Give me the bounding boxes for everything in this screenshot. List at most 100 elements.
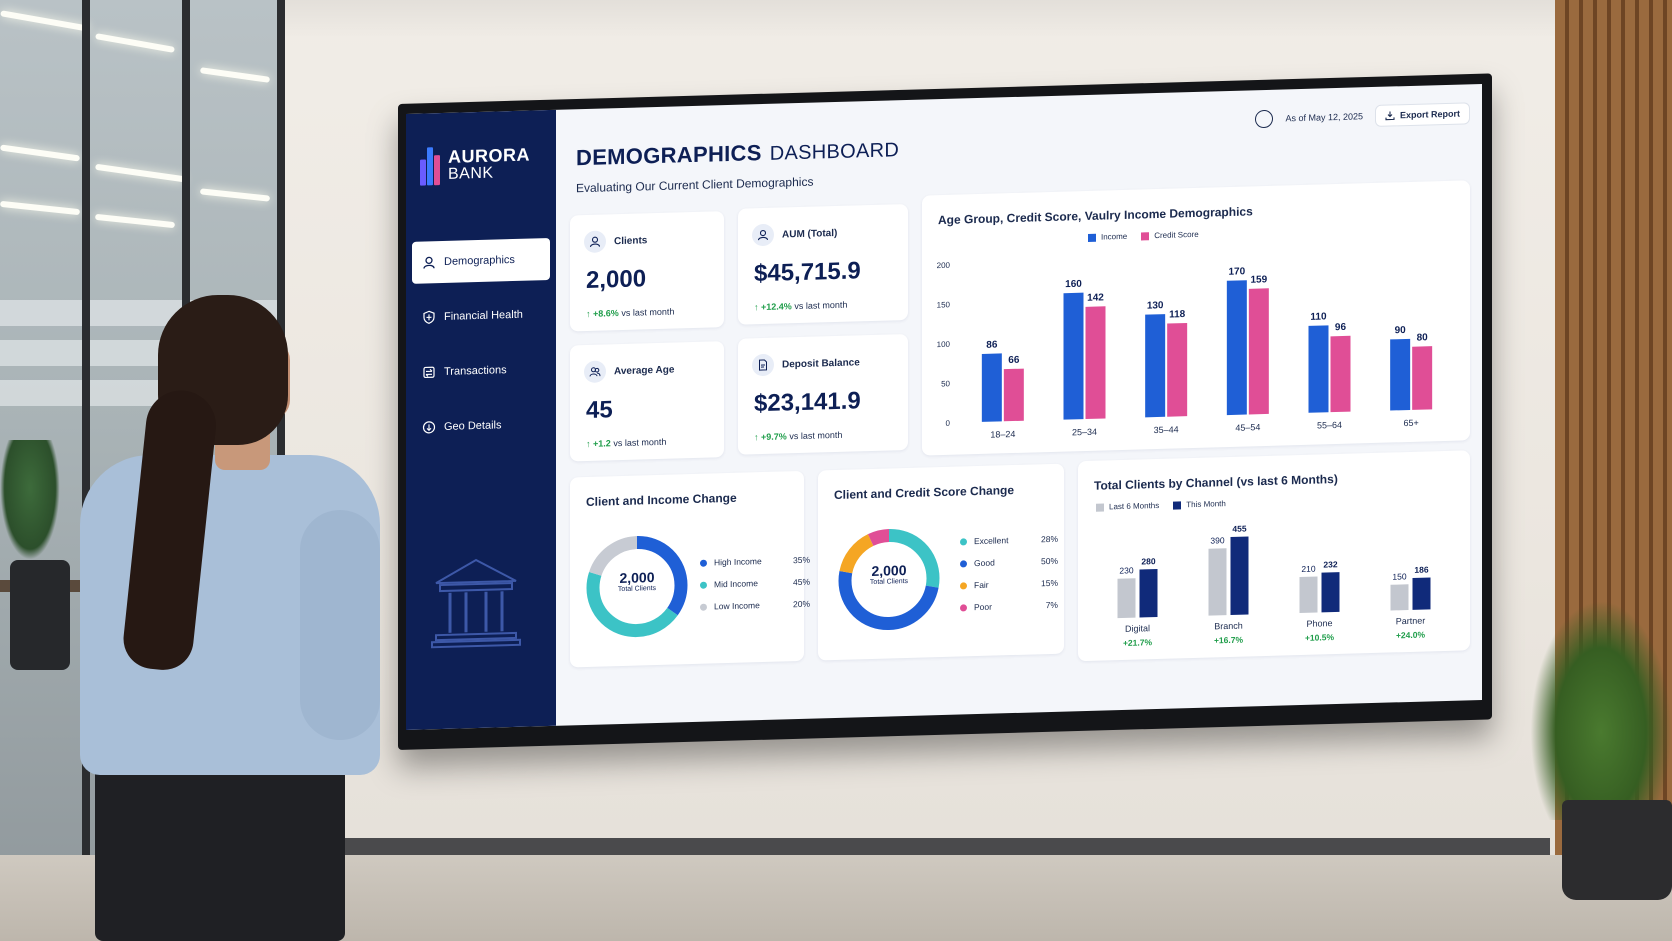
data-label: 80	[1417, 332, 1429, 343]
kpi-label: Deposit Balance	[782, 356, 860, 370]
legend-dot	[960, 603, 967, 612]
kpi-card-clients[interactable]: Clients 2,000 ↑ +8.6% vs last month	[570, 211, 724, 332]
data-label: 232	[1323, 559, 1337, 569]
brand: AURORA BANK	[420, 145, 530, 186]
export-report-label: Export Report	[1399, 108, 1460, 121]
sidebar-nav: Demographics Financial Health Transactio…	[412, 237, 550, 462]
x-tick-label: 18–24	[990, 429, 1015, 440]
data-label: 118	[1169, 309, 1186, 320]
donut-center: 2,000 Total Clients	[834, 561, 944, 587]
user-icon	[584, 230, 606, 254]
bar-income	[1145, 314, 1166, 418]
x-tick-label: 45–54	[1235, 422, 1260, 433]
potted-plant	[1530, 600, 1672, 820]
bar-income	[1390, 338, 1411, 411]
y-tick-label: 0	[946, 419, 951, 428]
kpi-label: Clients	[614, 234, 648, 247]
bar-credit-score	[1003, 368, 1024, 422]
bar-income	[1063, 292, 1084, 420]
download-icon	[1385, 111, 1395, 121]
data-label: 170	[1228, 266, 1245, 277]
legend-label: Fair	[974, 579, 989, 591]
legend-item-good: Good 50%	[960, 550, 1058, 575]
page-title-light: DASHBOARD	[769, 139, 900, 165]
kpi-change: ↑ +1.2 vs last month	[586, 437, 666, 449]
legend-item-mid-income: Mid Income 45%	[700, 571, 810, 596]
legend-dot	[960, 537, 967, 546]
y-tick-label: 200	[937, 261, 951, 270]
location-pin-icon	[422, 420, 436, 434]
channel-chart-card: Total Clients by Channel (vs last 6 Mont…	[1078, 450, 1470, 662]
kpi-card-aum[interactable]: AUM (Total) $45,715.9 ↑ +12.4% vs last m…	[738, 203, 908, 325]
data-label: 86	[986, 340, 998, 351]
change-label: +21.7%	[1123, 637, 1153, 648]
bar-income	[981, 353, 1002, 422]
legend-label: Good	[974, 557, 995, 569]
data-label: 96	[1335, 322, 1347, 333]
page-title-bold: DEMOGRAPHICS	[576, 140, 762, 171]
age-group-bar-chart: 0 50 100 150 200 86 66 18–24 160 142 25–34 130 118 35…	[937, 261, 1433, 440]
data-label: 90	[1395, 325, 1407, 336]
person-trousers	[95, 760, 345, 941]
data-label: 160	[1065, 279, 1082, 290]
data-label: 186	[1414, 565, 1428, 575]
legend-item-low-income: Low Income 20%	[700, 593, 810, 618]
transfer-icon	[422, 365, 436, 379]
data-label: 150	[1392, 571, 1406, 581]
x-tick-label: Digital	[1125, 623, 1150, 634]
kpi-card-average-age[interactable]: Average Age 45 ↑ +1.2 vs last month	[570, 341, 724, 462]
income-donut-chart	[586, 536, 688, 638]
sidebar-item-transactions[interactable]: Transactions	[412, 348, 550, 394]
bar-income	[1308, 325, 1329, 413]
y-tick-label: 100	[937, 340, 951, 349]
legend-label: Excellent	[974, 535, 1009, 547]
data-label: 455	[1232, 524, 1246, 534]
up-arrow-icon: ↑	[586, 308, 591, 319]
kpi-label: AUM (Total)	[782, 227, 838, 240]
kpi-change-suffix: vs last month	[621, 306, 675, 318]
sidebar-item-demographics[interactable]: Demographics	[412, 237, 550, 284]
legend-value: 20%	[792, 598, 810, 610]
sidebar-item-label: Transactions	[444, 364, 507, 378]
bar-last-6-months	[1299, 576, 1318, 614]
office-chair	[10, 560, 70, 670]
x-tick-label: 55–64	[1317, 420, 1342, 431]
kpi-change-suffix: vs last month	[613, 436, 667, 449]
legend-label: High Income	[714, 556, 762, 568]
up-arrow-icon: ↑	[754, 432, 759, 443]
bar-credit-score	[1085, 306, 1106, 420]
page-subtitle: Evaluating Our Current Client Demographi…	[576, 174, 814, 196]
y-tick-label: 50	[941, 379, 950, 388]
legend-value: 45%	[792, 576, 810, 588]
x-tick-label: 65+	[1404, 418, 1419, 428]
user-icon	[752, 223, 774, 247]
kpi-card-deposit-balance[interactable]: Deposit Balance $23,141.9 ↑ +9.7% vs las…	[738, 333, 908, 455]
credit-score-donut-card: Client and Credit Score Change 2,000 Tot…	[818, 463, 1064, 661]
x-tick-label: Phone	[1306, 618, 1332, 629]
sidebar-item-label: Financial Health	[444, 308, 523, 323]
sidebar-item-geo-details[interactable]: Geo Details	[412, 403, 550, 449]
page-title: DEMOGRAPHICS DASHBOARD	[576, 136, 899, 171]
x-tick-label: 35–44	[1154, 424, 1179, 435]
export-report-button[interactable]: Export Report	[1374, 102, 1470, 127]
donut-slice-poor	[838, 528, 940, 631]
bar-credit-score	[1248, 288, 1269, 415]
legend-item-fair: Fair 15%	[960, 572, 1058, 597]
legend-dot	[960, 581, 967, 590]
donut-legend: Excellent 28% Good 50% Fair 15% Poor 7%	[960, 528, 1058, 619]
data-label: 142	[1087, 292, 1104, 303]
sidebar-item-label: Geo Details	[444, 419, 502, 433]
x-tick-label: Partner	[1396, 616, 1426, 627]
bar-income	[1226, 280, 1247, 416]
donut-center: 2,000 Total Clients	[582, 568, 692, 594]
plant	[0, 440, 60, 560]
income-donut-card: Client and Income Change 2,000 Total Cli…	[570, 470, 810, 668]
legend-value: 15%	[1040, 577, 1058, 589]
x-tick-label: 25–34	[1072, 427, 1097, 438]
legend-dot	[700, 581, 707, 589]
shield-icon	[422, 310, 436, 325]
sidebar-item-financial-health[interactable]: Financial Health	[412, 293, 550, 339]
dashboard-screen: AURORA BANK Demographics Financial Healt…	[406, 83, 1482, 731]
data-label: 280	[1141, 556, 1155, 566]
sidebar: AURORA BANK Demographics Financial Healt…	[406, 109, 556, 730]
